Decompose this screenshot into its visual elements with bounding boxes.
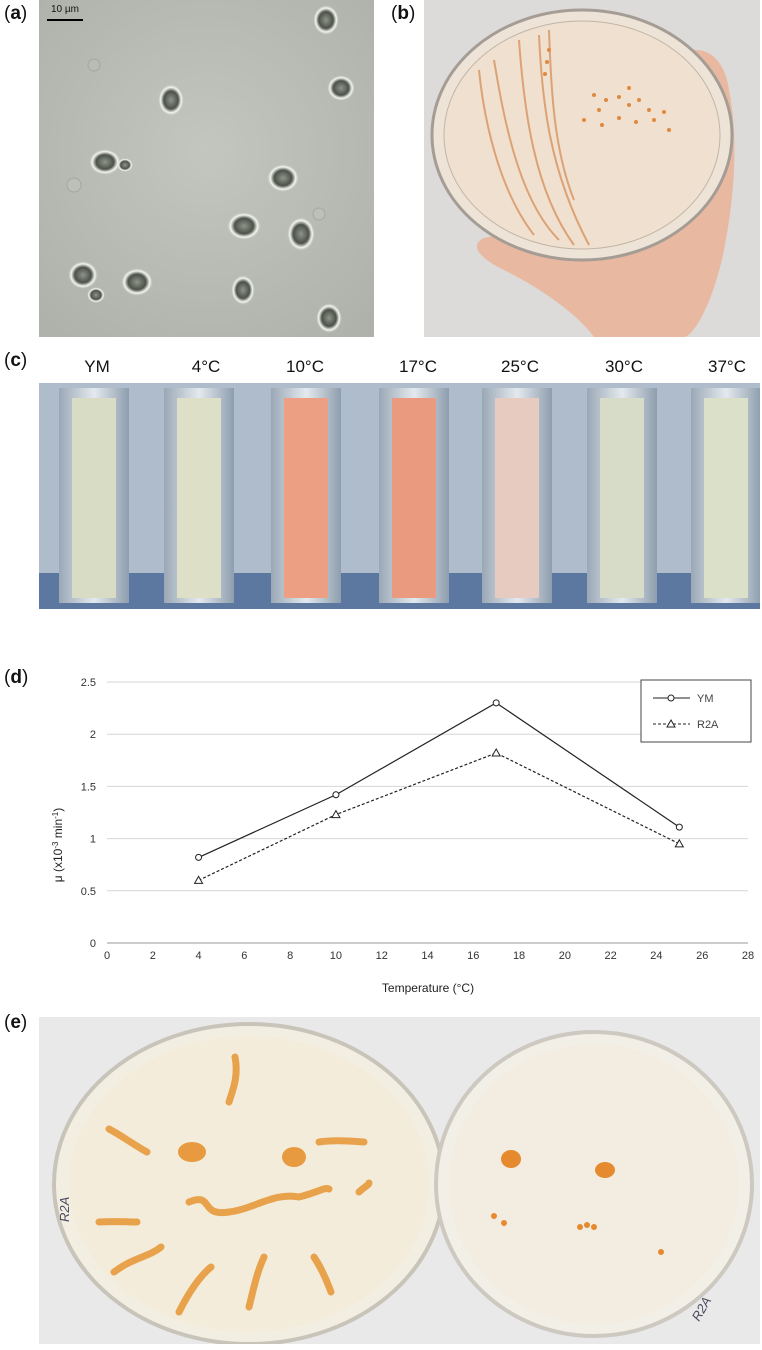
x-tick-label: 16: [467, 950, 479, 962]
y-tick-labels: 0 0.5 1 1.5 2 2.5: [81, 677, 96, 950]
point-ym: [492, 699, 500, 707]
panel-letter-d: (d): [4, 667, 29, 688]
tube-label-30c: 30°C: [605, 357, 643, 376]
chart-series: [193, 699, 685, 884]
x-tick-label: 8: [287, 950, 293, 962]
microscopy-cells: [39, 0, 374, 337]
y-tick-label: 0: [90, 938, 96, 950]
chart-legend: YM R2A: [640, 679, 752, 743]
x-tick-label: 2: [150, 950, 156, 962]
panel-letter-e: (e): [4, 1012, 28, 1033]
legend-label-r2a: R2A: [697, 719, 719, 731]
series-line-ym: [198, 702, 680, 858]
panel-letter-b: (b): [391, 3, 416, 24]
scale-bar-label: 10 µm: [51, 4, 79, 15]
microscopy-image: 10 µm: [39, 0, 374, 337]
plates-illustration: R2A R2A: [39, 1017, 760, 1344]
point-r2a: [193, 875, 204, 884]
tube-label-10c: 10°C: [286, 357, 324, 376]
x-tick-label: 18: [513, 950, 525, 962]
legend-label-ym: YM: [697, 693, 714, 705]
x-tick-label: 28: [742, 950, 754, 962]
x-axis-label: Temperature (°C): [382, 981, 474, 995]
x-tick-label: 10: [330, 950, 342, 962]
series-line-r2a: [198, 752, 680, 881]
y-tick-label: 1.5: [81, 781, 96, 793]
x-tick-label: 24: [650, 950, 662, 962]
culture-colonies: [543, 48, 671, 132]
x-tick-label: 6: [241, 950, 247, 962]
x-tick-label: 4: [196, 950, 202, 962]
cuvettes-photo: [39, 383, 760, 609]
point-r2a: [331, 809, 341, 819]
point-ym: [675, 823, 683, 831]
plate-left-agar: [69, 1036, 429, 1332]
panel-letter-c: (c): [4, 350, 28, 371]
point-r2a: [674, 838, 685, 848]
point-ym: [332, 791, 340, 799]
yeast-cells: [66, 5, 355, 333]
tube-label-ym: YM: [84, 357, 110, 376]
left-plate-colonies: [178, 1142, 306, 1167]
plate-left-mark: R2A: [57, 1197, 72, 1222]
point-ym: [195, 853, 203, 861]
tube-label-4c: 4°C: [191, 357, 221, 376]
y-tick-label: 2.5: [81, 677, 96, 689]
left-plate-streaks: [95, 1053, 373, 1316]
x-tick-label: 20: [559, 950, 571, 962]
hand-shape: [476, 50, 735, 337]
plates-photo: R2A R2A: [39, 1017, 760, 1344]
y-tick-label: 2: [90, 729, 96, 741]
tube-label-37c: 37°C: [708, 357, 746, 376]
right-plate-colonies: [491, 1150, 664, 1255]
tube-label-17c: 17°C: [399, 357, 437, 376]
cuvettes: [59, 388, 760, 603]
panel-letter-a: (a): [4, 3, 28, 24]
x-tick-label: 12: [376, 950, 388, 962]
petri-dish-illustration: [424, 0, 760, 337]
y-tick-label: 1: [90, 834, 96, 846]
x-tick-label: 26: [696, 950, 708, 962]
growth-rate-chart: 00.511.522.5 0 2 4 6 8 10 12 14 16 18 20 22 24 26 28 T…: [51, 677, 755, 995]
x-tick-label: 22: [605, 950, 617, 962]
point-r2a: [491, 747, 502, 757]
petri-dish-photo: [424, 0, 760, 337]
dish-agar: [443, 20, 721, 250]
y-tick-label: 0.5: [81, 886, 96, 898]
x-tick-label: 14: [421, 950, 433, 962]
plate-right-agar: [449, 1044, 739, 1324]
tube-label-25c: 25°C: [501, 357, 539, 376]
cuvettes-illustration: [39, 383, 760, 609]
x-tick-label: 0: [104, 950, 110, 962]
x-tick-labels: 0 2 4 6 8 10 12 14 16 18 20 22 24 26 28: [104, 950, 754, 962]
y-axis-label: μ (x10-3 min-1): [51, 808, 66, 883]
